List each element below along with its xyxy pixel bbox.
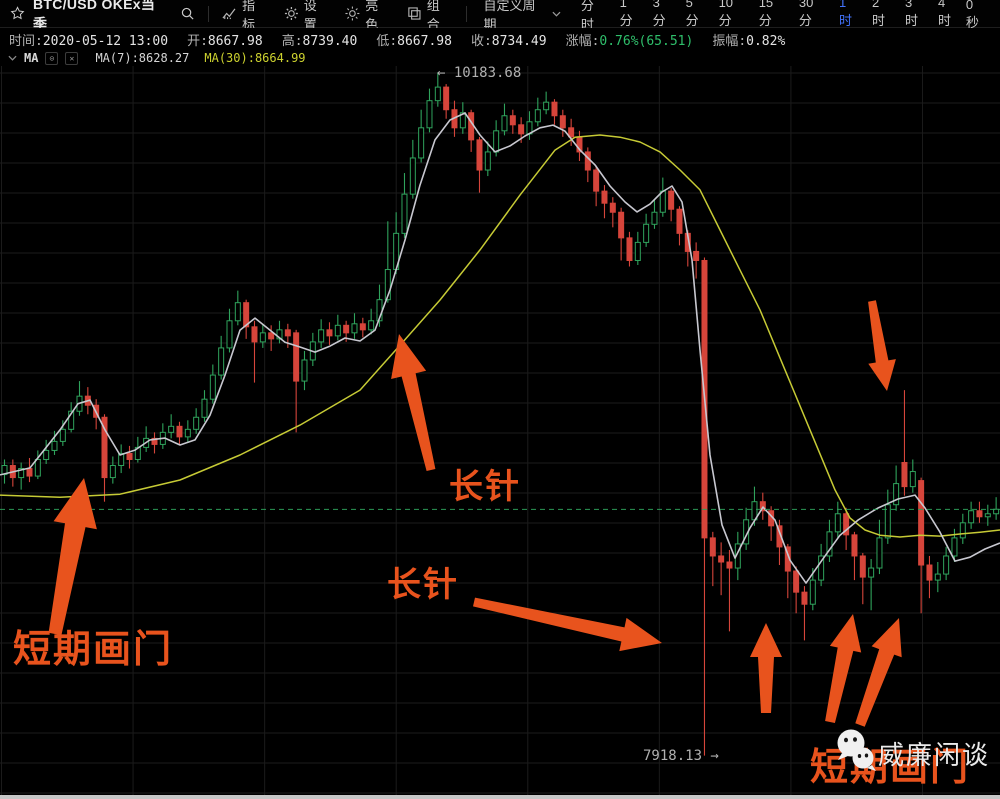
toolbar-divider bbox=[208, 5, 210, 22]
annotation-arrow bbox=[473, 597, 662, 652]
annotation-arrow bbox=[825, 614, 862, 723]
period-tab[interactable]: 15分 bbox=[758, 0, 774, 28]
indicator-settings-icon[interactable]: ⊙ bbox=[45, 51, 59, 65]
ma-legend-bar: MA ⊙ ✕ MA(7):8628.27 MA(30):8664.99 bbox=[0, 50, 1000, 66]
annotation-text: 长针 bbox=[449, 468, 521, 506]
annotation-arrow bbox=[750, 623, 782, 713]
indicator-icon bbox=[222, 8, 236, 20]
open-field: 开:8667.98 bbox=[187, 33, 263, 49]
period-tab[interactable]: 10分 bbox=[718, 0, 734, 28]
annotation-text: 短期画门 bbox=[13, 629, 173, 671]
layout-button[interactable]: 组合 bbox=[407, 0, 453, 33]
ma7-line bbox=[0, 112, 1000, 584]
period-tab[interactable]: 2时 bbox=[871, 0, 885, 28]
time-field: 时间:2020-05-12 13:00 bbox=[9, 33, 169, 49]
search-icon[interactable] bbox=[180, 6, 195, 21]
annotation-arrow bbox=[855, 618, 902, 727]
ma30-line bbox=[0, 134, 1000, 538]
high-field: 高:8739.40 bbox=[281, 33, 358, 49]
grid bbox=[0, 66, 1000, 796]
annotation-arrow bbox=[48, 478, 97, 636]
indicators-button[interactable]: 指标 bbox=[222, 0, 268, 33]
high-price-label: ← 10183.68 bbox=[437, 65, 521, 81]
custom-period-dropdown[interactable]: 自定义周期 bbox=[484, 0, 561, 33]
indicator-close-icon[interactable]: ✕ bbox=[65, 51, 79, 65]
period-tab[interactable]: 分时 bbox=[580, 0, 594, 32]
period-tab[interactable]: 4时 bbox=[937, 0, 951, 28]
layout-icon bbox=[408, 7, 421, 20]
indicator-name: MA bbox=[24, 51, 39, 65]
theme-button[interactable]: 亮色 bbox=[345, 0, 391, 33]
period-tab[interactable]: 3时 bbox=[904, 0, 918, 28]
annotation-arrow bbox=[391, 334, 436, 471]
watermark: 威廉闲谈 bbox=[837, 729, 990, 771]
toolbar: BTC/USD OKEx当季 指标 设置 亮色 组合 自定义周期 分时 1分 3… bbox=[0, 0, 1000, 32]
close-field: 收:8734.49 bbox=[470, 33, 547, 49]
low-price-label: 7918.13 → bbox=[643, 748, 719, 764]
annotation-text: 短期画门 bbox=[810, 747, 970, 789]
period-tab[interactable]: 30分 bbox=[798, 0, 814, 28]
toolbar-divider bbox=[465, 5, 467, 22]
period-tab[interactable]: 1时 bbox=[838, 0, 852, 28]
symbol-title: BTC/USD OKEx当季 bbox=[33, 0, 156, 32]
period-tabs: 分时 1分 3分 5分 10分 15分 30分 1时 2时 3时 4时 bbox=[581, 0, 958, 33]
ohlc-info-bar: 时间:2020-05-12 13:00 开:8667.98 高:8739.40 … bbox=[0, 28, 1000, 50]
sun-icon bbox=[345, 6, 360, 21]
period-tab[interactable]: 5分 bbox=[685, 0, 699, 28]
settings-button[interactable]: 设置 bbox=[284, 0, 330, 33]
chevron-down-icon[interactable] bbox=[8, 55, 17, 61]
annotation-text: 长针 bbox=[387, 566, 459, 604]
period-tab[interactable]: 3分 bbox=[652, 0, 666, 28]
gear-icon bbox=[284, 7, 298, 20]
change-field: 涨幅:0.76%(65.51) bbox=[565, 33, 694, 49]
watermark-text: 威廉闲谈 bbox=[878, 740, 990, 770]
candle-countdown: 0秒 bbox=[965, 0, 979, 30]
chevron-down-icon bbox=[552, 11, 561, 17]
favorite-star-icon[interactable] bbox=[10, 6, 25, 21]
amplitude-field: 振幅:0.82% bbox=[712, 33, 786, 49]
ma30-value: MA(30):8664.99 bbox=[204, 51, 306, 65]
low-field: 低:8667.98 bbox=[376, 33, 452, 49]
toolbar-menu: 指标 设置 亮色 组合 bbox=[222, 0, 452, 33]
period-tab[interactable]: 1分 bbox=[619, 0, 633, 28]
annotation-arrows bbox=[48, 300, 902, 727]
ma7-value: MA(7):8628.27 bbox=[95, 51, 190, 65]
bottom-scrollbar[interactable] bbox=[0, 795, 1000, 799]
annotation-arrow bbox=[868, 300, 896, 391]
